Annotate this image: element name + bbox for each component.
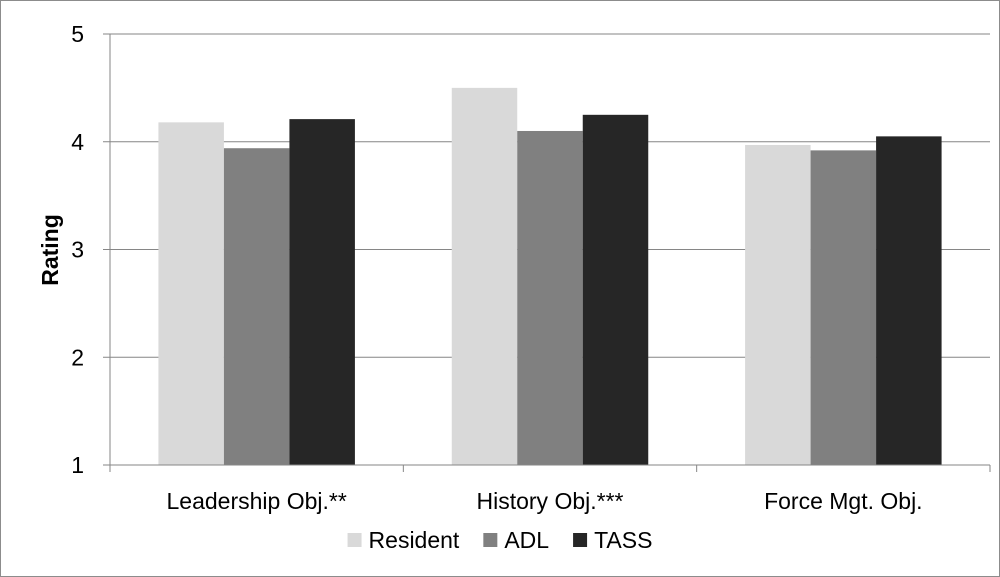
y-tick-label: 2 — [71, 344, 84, 370]
bar-adl-3 — [810, 150, 877, 465]
bar-tass-2 — [582, 114, 649, 465]
legend-swatch-adl — [483, 533, 498, 547]
bar-resident-3 — [745, 144, 811, 466]
x-tick-label: Leadership Obj.** — [167, 488, 347, 514]
bars — [158, 87, 942, 466]
legend-label-tass: TASS — [594, 527, 652, 553]
axes — [109, 34, 991, 472]
bar-adl-2 — [517, 130, 583, 465]
legend-label-resident: Resident — [369, 527, 460, 553]
x-tick-label: Force Mgt. Obj. — [764, 488, 922, 514]
y-tick-label: 5 — [71, 21, 84, 47]
bar-adl-1 — [223, 148, 290, 465]
legend-label-adl: ADL — [504, 527, 549, 553]
bar-resident-2 — [451, 87, 518, 465]
y-tick-label: 4 — [71, 129, 84, 155]
legend-swatch-tass — [573, 533, 588, 547]
x-tick-label: History Obj.*** — [477, 488, 624, 514]
legend: Resident ADL TASS — [347, 527, 652, 553]
x-tick-labels: Leadership Obj.** History Obj.*** Force Mg… — [167, 488, 923, 514]
y-tick-labels: 1 2 3 4 5 — [71, 21, 84, 478]
y-tick-label: 1 — [71, 452, 84, 478]
legend-swatch-resident — [347, 533, 362, 547]
bar-tass-1 — [289, 119, 355, 465]
y-tick-label: 3 — [71, 237, 84, 263]
bar-tass-3 — [876, 136, 942, 466]
bar-resident-1 — [158, 122, 224, 465]
y-axis-title: Rating — [37, 214, 63, 286]
